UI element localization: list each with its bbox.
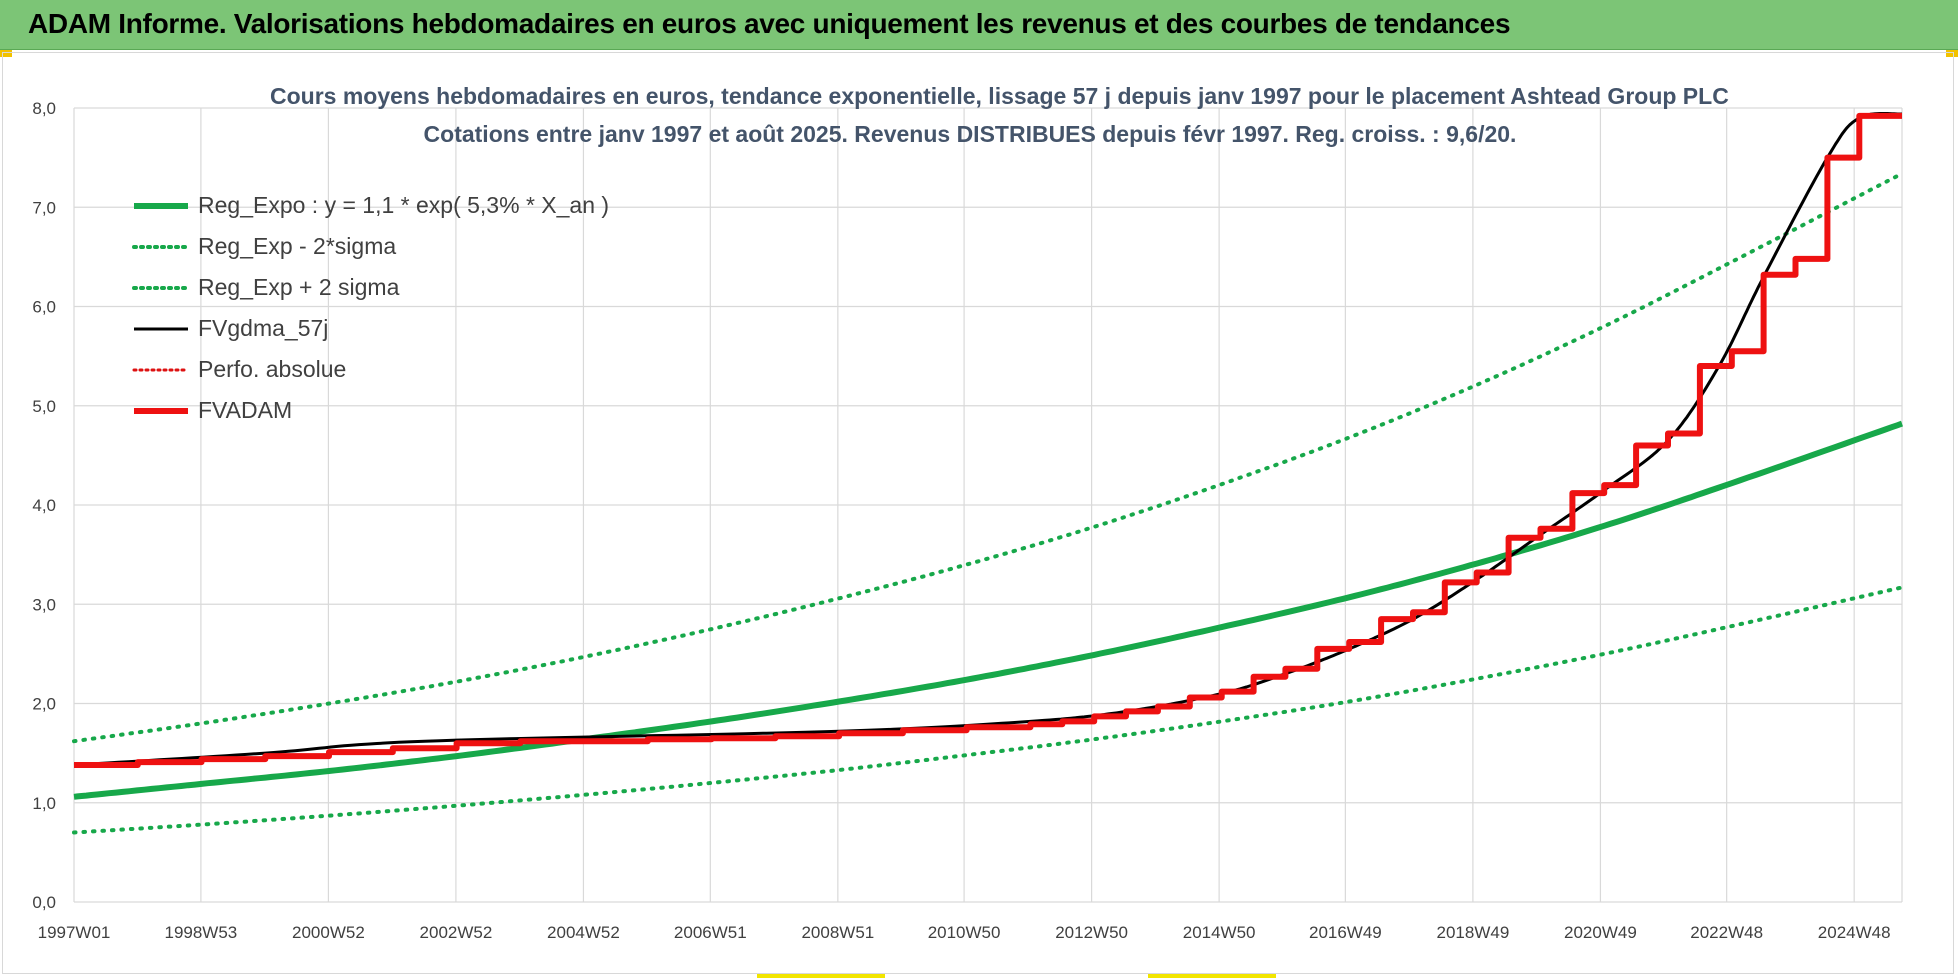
corner-mark-right [1946,50,1958,57]
legend-swatch-perfo [132,368,190,372]
series-line-1 [72,585,1904,835]
legend-swatch-fvadam [134,408,188,414]
legend-label-reg-exp-minus: Reg_Exp - 2*sigma [198,233,397,259]
y-tick-label: 8,0 [32,99,56,118]
banner-title: ADAM Informe. Valorisations hebdomadaire… [28,8,1511,39]
y-tick-label: 6,0 [32,298,56,317]
x-tick-label: 1997W01 [38,923,111,942]
chart-title-line2: Cotations entre janv 1997 et août 2025. … [423,121,1517,147]
x-tick-label: 1998W53 [164,923,237,942]
chart-frame [2,52,1954,974]
chart-title-line1: Cours moyens hebdomadaires en euros, ten… [270,83,1729,109]
y-tick-label: 2,0 [32,695,56,714]
bottom-mark-right [1148,974,1276,978]
legend-swatch-fvgdma [134,327,188,331]
series-line-0 [73,420,1904,800]
x-tick-label: 2008W51 [801,923,874,942]
legend-label-fvgdma: FVgdma_57j [198,315,329,341]
y-axis-ticks: 0,0 1,0 2,0 3,0 4,0 5,0 6,0 7,0 8,0 [32,99,56,912]
chart-grid [73,107,1903,903]
series-line-2 [72,171,1904,744]
y-tick-label: 3,0 [32,595,56,614]
x-tick-label: 2016W49 [1309,923,1382,942]
x-tick-label: 2020W49 [1564,923,1637,942]
legend-swatch-reg-expo [134,203,188,209]
y-tick-label: 7,0 [32,198,56,217]
y-tick-label: 4,0 [32,496,56,515]
header-banner: ADAM Informe. Valorisations hebdomadaire… [0,0,1958,50]
x-tick-label: 2000W52 [292,923,365,942]
series-line-5 [74,112,1902,768]
legend-label-reg-exp-plus: Reg_Exp + 2 sigma [198,274,400,300]
bottom-mark-left [757,974,885,978]
x-tick-label: 2012W50 [1055,923,1128,942]
x-axis-ticks: 1997W01 1998W53 2000W52 2002W52 2004W52 2006W… [38,923,1891,942]
x-tick-label: 2010W50 [928,923,1001,942]
x-tick-label: 2018W49 [1437,923,1510,942]
chart-series [72,112,1904,835]
legend-swatch-reg-exp-minus [132,245,190,249]
legend-label-fvadam: FVADAM [198,397,293,423]
x-tick-label: 2006W51 [674,923,747,942]
corner-mark-left [0,50,12,57]
y-tick-label: 5,0 [32,397,56,416]
legend-swatch-reg-exp-plus [132,286,190,290]
legend-label-perfo: Perfo. absolue [198,356,347,382]
x-tick-label: 2002W52 [420,923,493,942]
y-tick-label: 1,0 [32,794,56,813]
y-tick-label: 0,0 [32,893,56,912]
x-tick-label: 2014W50 [1183,923,1256,942]
x-tick-label: 2004W52 [547,923,620,942]
x-tick-label: 2024W48 [1818,923,1891,942]
legend-label-reg-expo: Reg_Expo : y = 1,1 * exp( 5,3% * X_an ) [198,192,610,218]
x-tick-label: 2022W48 [1690,923,1763,942]
